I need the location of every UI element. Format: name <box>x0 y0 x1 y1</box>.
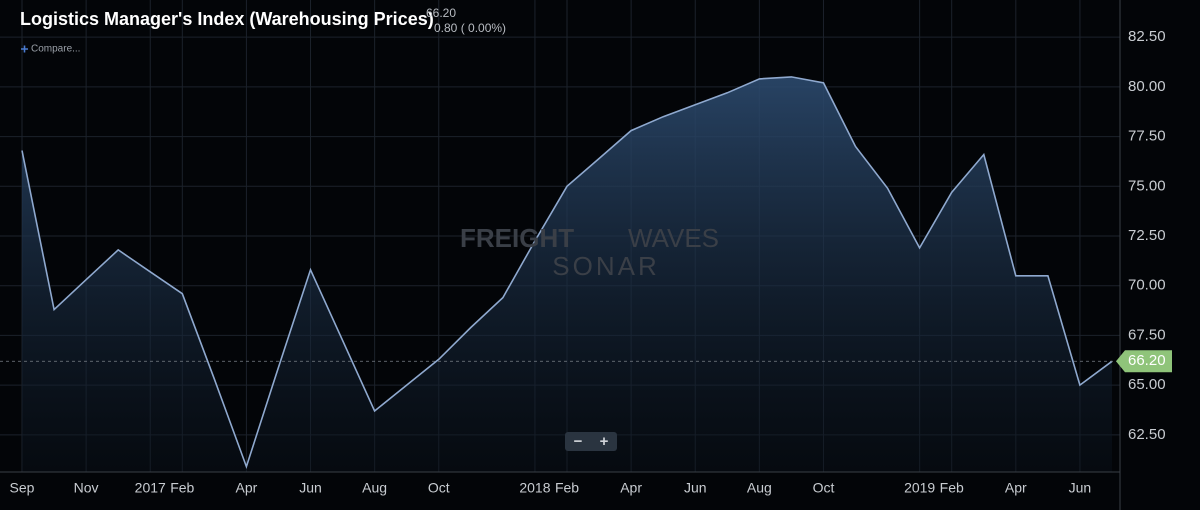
plot <box>0 76 1120 473</box>
y-tick-label: 75.00 <box>1128 177 1166 194</box>
y-tick-label: 65.00 <box>1128 376 1166 393</box>
chart-title: Logistics Manager's Index (Warehousing P… <box>20 9 434 29</box>
y-tick-label: 82.50 <box>1128 28 1166 45</box>
compare-button[interactable]: Compare... <box>21 44 80 55</box>
x-tick-label: Jun <box>299 480 322 496</box>
x-tick-label: 2018 <box>519 480 550 496</box>
header-value: 66.20 <box>426 6 456 20</box>
x-tick-label: Apr <box>1005 480 1027 496</box>
y-tick-label: 70.00 <box>1128 277 1166 294</box>
x-tick-label: Apr <box>620 480 642 496</box>
x-tick-label: Feb <box>555 480 579 496</box>
last-value-label: 66.20 <box>1128 352 1166 369</box>
watermark-brand: FREIGHT <box>460 223 574 253</box>
x-tick-label: Oct <box>813 480 835 496</box>
zoom-bg <box>565 432 617 451</box>
zoom-in[interactable]: + <box>600 433 609 450</box>
watermark-brand: WAVES <box>628 223 719 253</box>
line <box>21 76 1113 470</box>
x-tick-label: Aug <box>362 480 387 496</box>
zoom-out[interactable]: − <box>574 433 583 450</box>
x-tick-label: Jun <box>684 480 707 496</box>
x-tick-label: Feb <box>940 480 964 496</box>
y-tick-label: 67.50 <box>1128 326 1166 343</box>
last-value-badge <box>1116 350 1172 373</box>
y-tick-label: 62.50 <box>1128 426 1166 443</box>
x-tick-label: Sep <box>10 480 35 496</box>
x-tick-label: Apr <box>236 480 258 496</box>
y-tick-label: 77.50 <box>1128 128 1166 145</box>
x-tick-label: 2017 <box>135 480 166 496</box>
axes: 62.50 65.00 67.50 70.00 72.50 75.00 77.50 80.00… <box>10 28 1172 496</box>
zoom-controls: − + <box>565 432 617 451</box>
area <box>22 76 1112 473</box>
x-tick-label: Feb <box>170 480 194 496</box>
x-tick-label: Jun <box>1069 480 1092 496</box>
y-tick-label: 72.50 <box>1128 227 1166 244</box>
watermark-product: SONAR <box>552 251 659 281</box>
y-tick-label: 80.00 <box>1128 78 1166 95</box>
header-change: 0.80 ( 0.00%) <box>434 21 506 35</box>
x-tick-label: Nov <box>74 480 99 496</box>
x-tick-label: 2019 <box>904 480 935 496</box>
compare-label[interactable]: Compare... <box>31 44 80 55</box>
x-tick-label: Aug <box>747 480 772 496</box>
x-tick-label: Oct <box>428 480 450 496</box>
plus-icon <box>21 45 28 53</box>
